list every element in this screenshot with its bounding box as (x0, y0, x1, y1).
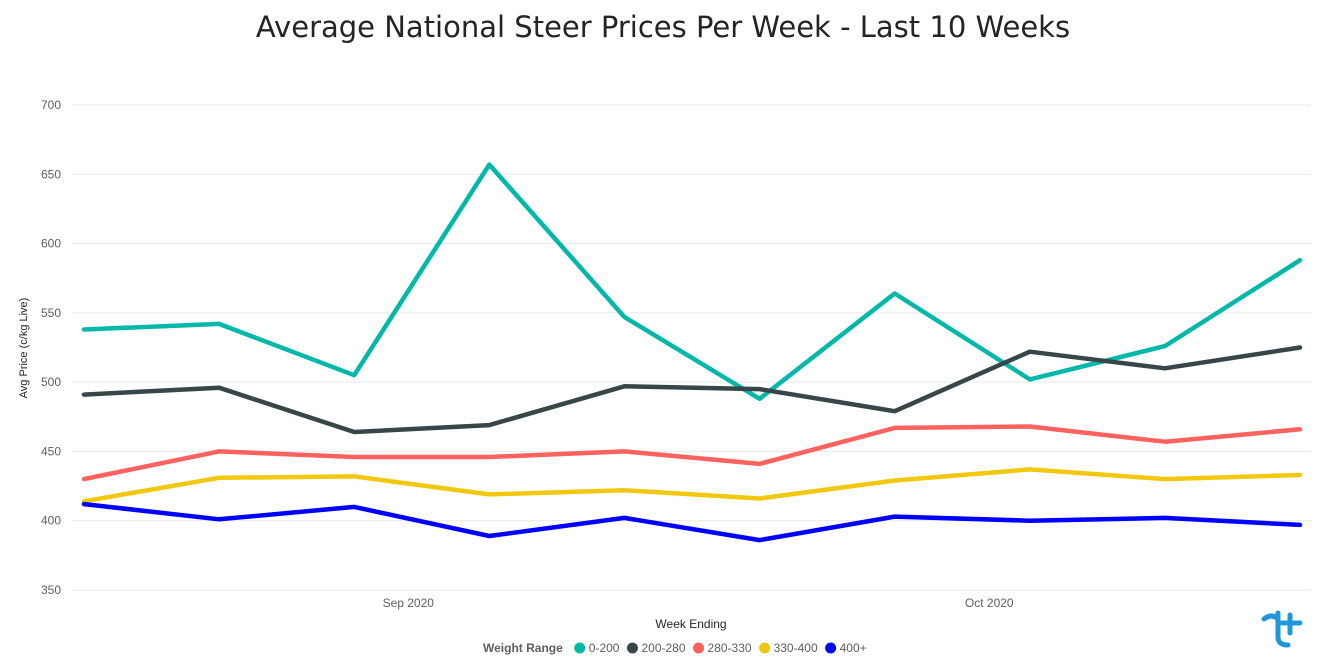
legend-marker (825, 642, 837, 654)
series-line-330-400[interactable] (81, 467, 1303, 504)
legend[interactable]: Weight Range 0-200 200-280 280-330 330-400 4… (483, 641, 867, 655)
legend-marker (574, 642, 586, 654)
brand-logo-icon (1261, 610, 1303, 648)
y-tick-label: 600 (41, 237, 61, 251)
x-axis-ticks: Sep 2020 Oct 2020 (383, 596, 1014, 610)
gridlines (72, 104, 1311, 591)
y-tick-label: 350 (41, 583, 61, 597)
legend-item-label[interactable]: 0-200 (589, 641, 620, 655)
legend-item-label[interactable]: 200-280 (641, 641, 685, 655)
legend-title: Weight Range (483, 641, 563, 655)
series-line-0-200[interactable] (81, 162, 1303, 402)
y-tick-label: 650 (41, 167, 61, 181)
series-line-400+[interactable] (81, 501, 1303, 543)
chart-title: Average National Steer Prices Per Week -… (256, 10, 1070, 44)
legend-marker (759, 642, 771, 654)
y-tick-label: 450 (41, 444, 61, 458)
legend-item-label[interactable]: 280-330 (708, 641, 752, 655)
series-line-280-330[interactable] (81, 424, 1303, 482)
y-tick-label: 550 (41, 306, 61, 320)
legend-marker (626, 642, 638, 654)
y-tick-label: 700 (41, 98, 61, 112)
x-tick-label: Sep 2020 (383, 596, 435, 610)
series-line-200-280[interactable] (81, 345, 1303, 435)
x-axis-label: Week Ending (655, 617, 726, 631)
y-axis-label: Avg Price (c/kg Live) (18, 298, 30, 399)
y-axis-ticks: 700 650 600 550 500 450 400 350 (41, 98, 61, 597)
series-lines (81, 162, 1303, 543)
y-tick-label: 400 (41, 514, 61, 528)
x-tick-label: Oct 2020 (965, 596, 1014, 610)
legend-item-label[interactable]: 330-400 (774, 641, 818, 655)
y-tick-label: 500 (41, 375, 61, 389)
legend-marker (693, 642, 705, 654)
legend-item-label[interactable]: 400+ (840, 641, 867, 655)
